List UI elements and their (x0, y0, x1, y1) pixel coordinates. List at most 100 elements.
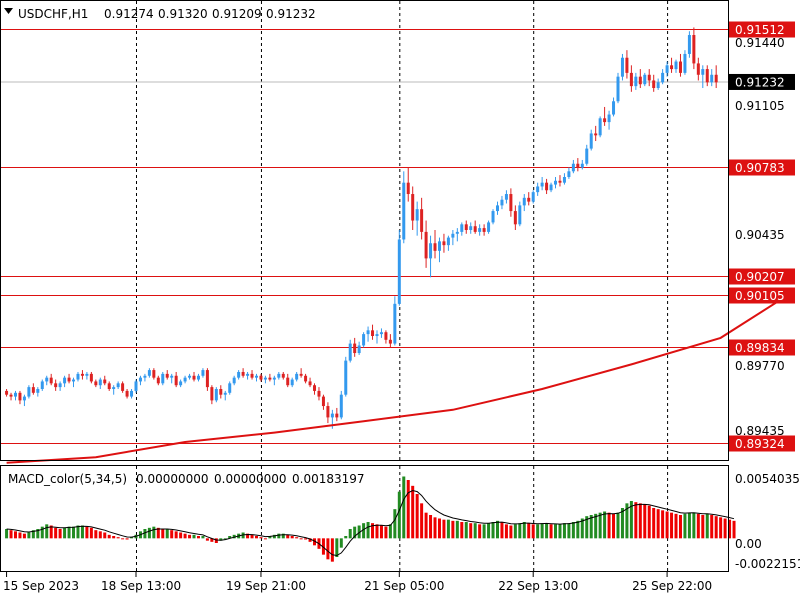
chevron-down-icon[interactable] (4, 8, 13, 14)
macd-bar (362, 523, 366, 539)
candle-body (442, 241, 446, 246)
candle-body (576, 163, 580, 168)
macd-indicator-name: MACD_color(5,34,5) (8, 472, 127, 486)
macd-bar (357, 525, 361, 539)
candle-body (223, 392, 227, 395)
candle-body (420, 209, 424, 232)
macd-bar (527, 523, 531, 539)
candle-body (36, 389, 40, 393)
candle-body (500, 199, 504, 206)
macd-bar (228, 536, 232, 539)
price-axis: 0.91440 0.91105 0.90435 0.89770 0.89435 (735, 36, 785, 438)
macd-tick: 0.0054035 (735, 472, 800, 486)
macd-bar (603, 511, 607, 539)
candle-body (63, 377, 67, 384)
macd-bar (196, 536, 200, 539)
candle-body (670, 65, 674, 70)
macd-bar (174, 531, 178, 539)
candle-body (460, 224, 464, 232)
macd-bar (411, 485, 415, 539)
candle-body (625, 57, 629, 73)
macd-bar (27, 532, 31, 539)
candle-body (402, 182, 406, 240)
candle-body (415, 209, 419, 221)
candle-body (295, 373, 299, 380)
macd-bar (45, 524, 49, 539)
level-price-labels: 0.91512 0.90783 0.90207 0.90105 0.89834 0.893… (729, 21, 795, 452)
macd-bar (478, 524, 482, 539)
macd-bar (397, 491, 401, 539)
macd-bar (598, 512, 602, 539)
candle-body (49, 377, 53, 384)
macd-bar (156, 527, 160, 539)
candle-body (188, 375, 192, 378)
macd-value-3: 0.00183197 (292, 472, 365, 486)
macd-bar (687, 512, 691, 539)
macd-bar (72, 526, 76, 539)
macd-bar (348, 529, 352, 539)
candle-body (76, 373, 80, 380)
candle-body (464, 224, 468, 230)
macd-bar (433, 517, 437, 539)
macd-header: MACD_color(5,34,5) 0.00000000 0.00000000… (8, 472, 365, 486)
candle-body (94, 381, 98, 386)
macd-bar (250, 534, 254, 539)
macd-bar (165, 529, 169, 539)
candle-body (540, 182, 544, 187)
candle-body (326, 406, 330, 418)
level-label-box (729, 435, 795, 452)
macd-bar (424, 512, 428, 539)
candle-body (674, 61, 678, 70)
candle-body (549, 184, 553, 191)
horizontal-levels[interactable] (1, 29, 728, 444)
ohlc-low: 0.91209 (212, 7, 262, 21)
candle-body (527, 197, 531, 202)
macd-bar (719, 517, 723, 539)
candle-body (558, 180, 562, 183)
ohlc-open: 0.91274 (104, 7, 154, 21)
macd-bar (290, 536, 294, 539)
macd-bar (665, 511, 669, 539)
candle-body (366, 330, 370, 335)
macd-bar (295, 537, 299, 539)
macd-bar (121, 538, 125, 540)
macd-bar (522, 522, 526, 539)
macd-bar (375, 524, 379, 539)
candle-body (134, 381, 138, 391)
candle-body (545, 182, 549, 191)
macd-bar (54, 527, 58, 539)
candle-body (598, 118, 602, 136)
candle-body (665, 65, 669, 73)
candle-body (9, 394, 13, 397)
macd-bar (728, 519, 732, 539)
candle-body (509, 194, 513, 212)
candle-body (620, 57, 624, 77)
macd-bar (500, 522, 504, 539)
macd-bar (214, 538, 218, 543)
macd-bar (670, 512, 674, 539)
macd-bar (402, 476, 406, 539)
candle-body (384, 332, 388, 340)
macd-bar (545, 523, 549, 539)
macd-bar (384, 526, 388, 539)
macd-bar (5, 529, 9, 539)
candle-body (107, 383, 111, 390)
macd-bar (259, 537, 263, 539)
ohlc-high: 0.91320 (158, 7, 208, 21)
macd-bar (254, 536, 258, 539)
candle-body (603, 118, 607, 123)
macd-bar (415, 494, 419, 539)
candle-body (375, 334, 379, 337)
macd-bar (714, 516, 718, 539)
candle-body (192, 375, 196, 380)
macd-bar (464, 522, 468, 539)
candle-body (281, 373, 285, 378)
macd-bar (246, 533, 250, 539)
macd-bar (576, 520, 580, 539)
macd-bar (580, 518, 584, 539)
candle-body (594, 133, 598, 136)
candle-body (321, 396, 325, 407)
candle-body (585, 148, 589, 164)
macd-axis: 0.0054035 0.00 -0.0022151 (735, 472, 800, 571)
candle-body (58, 383, 62, 388)
